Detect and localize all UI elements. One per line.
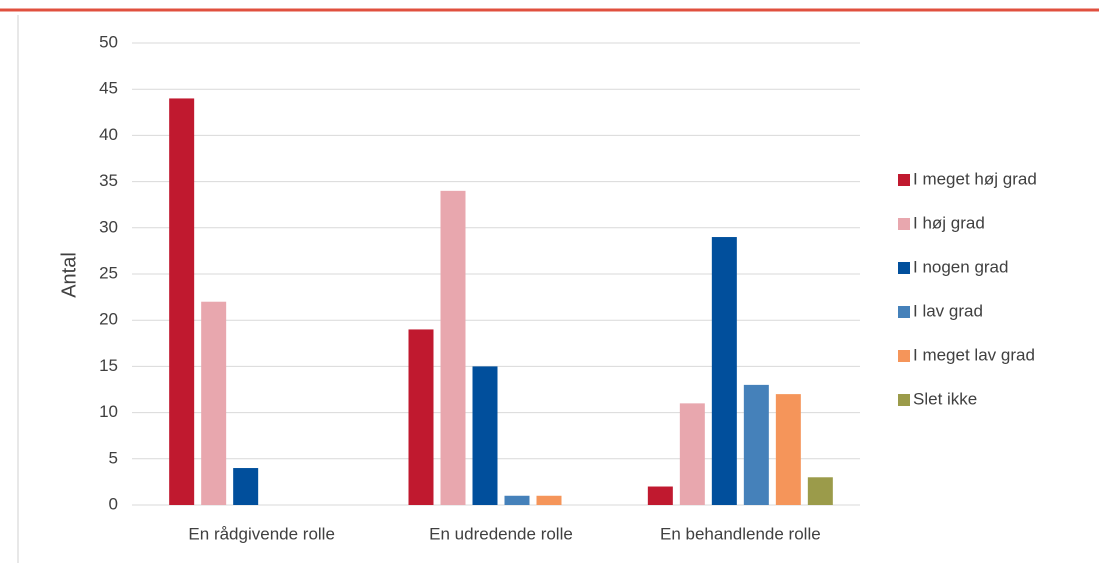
legend-label: I lav grad — [913, 301, 983, 320]
legend-label: I meget lav grad — [913, 345, 1035, 364]
legend-swatch — [898, 394, 910, 406]
bar — [440, 190, 466, 505]
legend-label: I høj grad — [913, 213, 985, 232]
y-tick-label: 25 — [99, 263, 118, 282]
bar — [743, 384, 769, 505]
y-tick-label: 45 — [99, 79, 118, 98]
bar — [679, 403, 705, 505]
bar — [536, 495, 562, 505]
y-tick-label: 35 — [99, 171, 118, 190]
bar — [169, 98, 195, 505]
y-tick-label: 5 — [109, 448, 118, 467]
bar — [408, 329, 434, 505]
legend-label: I meget høj grad — [913, 169, 1037, 188]
legend-swatch — [898, 306, 910, 318]
y-tick-label: 10 — [99, 402, 118, 421]
y-tick-label: 15 — [99, 356, 118, 375]
bar — [647, 486, 673, 505]
y-axis-title: Antal — [58, 252, 80, 298]
y-tick-label: 50 — [99, 32, 118, 51]
y-tick-label: 20 — [99, 310, 118, 329]
bar — [504, 495, 530, 505]
bar — [233, 468, 259, 505]
bar — [472, 366, 498, 505]
legend-label: I nogen grad — [913, 257, 1008, 276]
bar — [775, 394, 801, 505]
y-tick-label: 0 — [109, 494, 118, 513]
legend-swatch — [898, 350, 910, 362]
x-tick-label: En rådgivende rolle — [188, 524, 334, 543]
y-tick-label: 30 — [99, 217, 118, 236]
bar — [711, 237, 737, 506]
legend-label: Slet ikke — [913, 389, 977, 408]
legend-swatch — [898, 174, 910, 186]
x-tick-label: En udredende rolle — [429, 524, 573, 543]
legend-swatch — [898, 218, 910, 230]
y-tick-label: 40 — [99, 125, 118, 144]
legend-swatch — [898, 262, 910, 274]
bar — [807, 477, 833, 505]
bar — [201, 301, 227, 505]
x-tick-label: En behandlende rolle — [660, 524, 821, 543]
